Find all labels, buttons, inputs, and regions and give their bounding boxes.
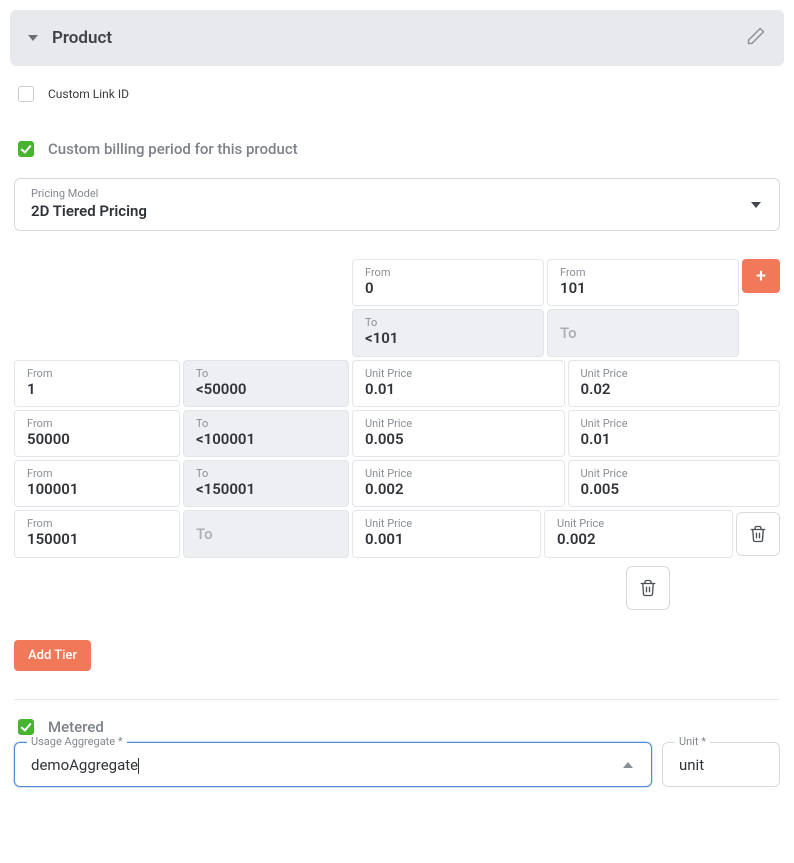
unit-price-cell[interactable]: Unit Price 0.002 [352,460,565,507]
row-from-cell[interactable]: From 1 [14,360,180,407]
row-from-cell[interactable]: From 50000 [14,410,180,457]
custom-link-id-label: Custom Link ID [48,87,129,101]
pricing-model-select[interactable]: Pricing Model 2D Tiered Pricing [14,178,780,231]
unit-value: unit [679,756,704,774]
unit-price-cell[interactable]: Unit Price 0.01 [352,360,565,407]
tier-row: From 50000 To <100001 Unit Price 0.005 U… [14,410,780,457]
tier-grid: From 0 From 101 + To <101 To [14,259,780,610]
chevron-up-icon [623,762,633,768]
delete-row-button[interactable] [736,512,780,556]
edit-icon[interactable] [746,26,766,50]
chevron-down-icon [28,35,38,41]
unit-label: Unit * [675,735,710,748]
tier-row: From 1 To <50000 Unit Price 0.01 Unit Pr… [14,360,780,407]
col-to-cell[interactable]: To <101 [352,309,544,357]
tier-row: From 100001 To <150001 Unit Price 0.002 … [14,460,780,507]
custom-billing-period-row: Custom billing period for this product [10,112,784,168]
metered-label: Metered [48,718,104,736]
tier-row: From 150001 To Unit Price 0.001 Unit Pri… [14,510,780,558]
custom-billing-period-checkbox[interactable] [18,141,34,157]
metered-row: Metered [10,700,784,738]
row-to-cell[interactable]: To <100001 [183,410,349,457]
delete-column-button[interactable] [626,566,670,610]
add-tier-button[interactable]: Add Tier [14,640,91,671]
unit-price-cell[interactable]: Unit Price 0.002 [544,510,733,558]
row-to-cell[interactable]: To <150001 [183,460,349,507]
add-column-button[interactable]: + [742,259,780,293]
row-from-cell[interactable]: From 100001 [14,460,180,507]
row-to-cell[interactable]: To [183,510,349,558]
pricing-model-value: 2D Tiered Pricing [31,202,763,220]
usage-aggregate-select[interactable]: Usage Aggregate * demoAggregate [14,742,652,787]
custom-link-id-row: Custom Link ID [10,66,784,112]
col-from-cell[interactable]: From 0 [352,259,544,306]
usage-aggregate-label: Usage Aggregate * [27,735,127,748]
col-from-cell[interactable]: From 101 [547,259,739,306]
unit-price-cell[interactable]: Unit Price 0.001 [352,510,541,558]
usage-aggregate-value: demoAggregate [31,756,138,774]
col-to-cell[interactable]: To [547,309,739,357]
metered-checkbox[interactable] [18,719,34,735]
row-from-cell[interactable]: From 150001 [14,510,180,558]
unit-price-cell[interactable]: Unit Price 0.005 [352,410,565,457]
row-to-cell[interactable]: To <50000 [183,360,349,407]
chevron-down-icon [751,202,761,208]
unit-input[interactable]: Unit * unit [662,742,780,787]
product-section-header[interactable]: Product [10,10,784,66]
pricing-model-label: Pricing Model [31,187,763,200]
custom-billing-period-label: Custom billing period for this product [48,140,298,158]
custom-link-id-checkbox[interactable] [18,86,34,102]
unit-price-cell[interactable]: Unit Price 0.01 [568,410,781,457]
unit-price-cell[interactable]: Unit Price 0.005 [568,460,781,507]
unit-price-cell[interactable]: Unit Price 0.02 [568,360,781,407]
product-title: Product [52,28,112,48]
